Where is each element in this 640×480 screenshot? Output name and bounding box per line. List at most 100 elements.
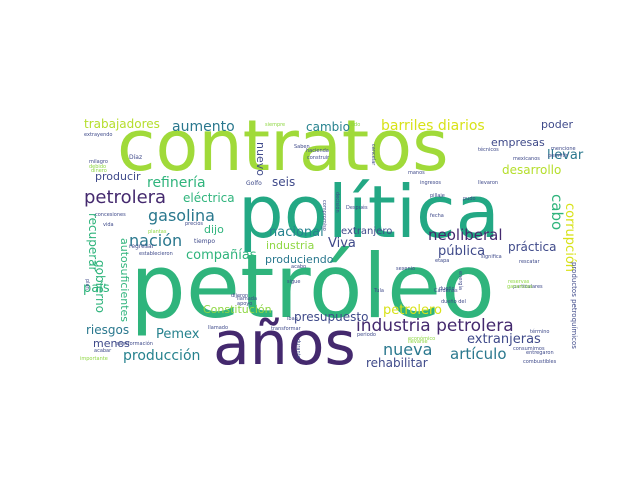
word-cancelar: cancelar: [370, 144, 376, 166]
word-ganancias: ganancias: [507, 284, 533, 290]
word-todo: todo: [349, 122, 360, 128]
word-transformacion: transformación: [115, 340, 153, 347]
word-plan: plan: [84, 279, 90, 290]
word-durante: durante: [295, 339, 301, 359]
word-produccion: producción: [123, 348, 200, 364]
word-dijo: dijo: [204, 223, 224, 236]
word-siempre: siempre: [265, 122, 285, 128]
word-petroleo: petróleo: [130, 235, 495, 338]
word-despues: Después: [346, 204, 368, 211]
word-pillaje: pillaje: [430, 193, 445, 199]
word-productos-petroquimicos: productos petroquímicos: [570, 262, 578, 349]
word-construir: construir: [307, 155, 330, 161]
word-diaz: Díaz: [129, 154, 142, 161]
word-recuperar: recuperar: [86, 213, 100, 272]
word-etapa: etapa: [435, 258, 449, 264]
word-autosuficientes: autosuficientes: [118, 238, 131, 322]
word-dueno-del: dueño del: [441, 299, 466, 305]
word-extranjeras: extranjeras: [467, 332, 541, 347]
word-empresas: empresas: [491, 136, 545, 149]
word-cabo: cabo: [548, 194, 566, 230]
word-refineria: refinería: [147, 175, 206, 191]
word-llamada: llamada: [237, 296, 257, 302]
word-importante: importante: [80, 356, 108, 362]
word-manos: manos: [408, 170, 425, 176]
word-ingresos: ingresos: [420, 180, 441, 186]
word-mexicanos: mexicanos: [513, 156, 540, 162]
word-apoyo: apoyo: [237, 301, 252, 307]
word-industria-petrolera: industria petrolera: [356, 316, 514, 336]
word-trabajadores: trabajadores: [84, 117, 160, 131]
word-tecnicos: técnicos: [478, 146, 499, 153]
word-petrolera: petrolera: [84, 187, 166, 208]
word-llevar: llevar: [547, 148, 584, 163]
word-economico: económico: [408, 335, 435, 342]
word-combustibles: combustibles: [523, 359, 557, 365]
word-electrica: eléctrica: [183, 191, 235, 205]
word-cambio: cambio: [306, 120, 350, 134]
word-llamado: llamado: [208, 325, 228, 331]
word-golfo: Golfo: [246, 180, 262, 187]
word-reservas: reservas: [508, 279, 530, 285]
word-fecha: fecha: [430, 213, 444, 219]
word-permitir: permitir: [548, 153, 569, 159]
word-regresar: regresar: [129, 243, 155, 250]
word-constitucion: Constitución: [203, 303, 272, 316]
word-contratos: contratos: [117, 105, 449, 187]
word-companias: compañías: [186, 248, 257, 263]
word-llevarse: llevarse: [408, 339, 428, 345]
word-transformar: transformar: [271, 326, 302, 332]
word-neoliberal: neoliberal: [428, 226, 503, 244]
word-gasolina: gasolina: [148, 206, 215, 225]
word-dijeron: dijeron: [231, 293, 248, 299]
word-llevaron: llevaron: [478, 180, 498, 186]
word-publica: pública: [438, 244, 485, 259]
word-mencione: mencione: [551, 146, 576, 152]
word-decision: decisión: [334, 192, 341, 213]
word-compromiso: compromiso: [321, 200, 327, 231]
word-practica: práctica: [508, 240, 557, 254]
word-rehabilitar: rehabilitar: [366, 356, 428, 370]
word-dinero: dinero: [91, 168, 107, 174]
word-termino: término: [530, 328, 550, 335]
word-sigue: sigue: [287, 279, 300, 285]
word-dueno: dueño: [439, 286, 455, 292]
word-nueva: nueva: [383, 340, 432, 359]
word-desarrollo: desarrollo: [502, 163, 561, 177]
word-anos: años: [213, 309, 356, 379]
word-saben: Saben: [294, 144, 310, 150]
word-nacion: nación: [129, 231, 182, 250]
word-acabar: acabar: [94, 348, 112, 354]
word-debido: debido: [89, 164, 106, 170]
word-energia: energía: [457, 271, 464, 290]
word-cardenas: Cárdenas: [434, 287, 458, 294]
word-petrolero: petrolero: [383, 303, 442, 318]
word-extrayendo: extrayendo: [84, 132, 112, 138]
word-entregaron: entregaron: [526, 350, 554, 356]
word-tula: Tula: [373, 288, 384, 294]
word-producir: producir: [95, 170, 141, 183]
word-hacienda: hacienda: [306, 148, 329, 154]
word-rescatar: rescatar: [519, 259, 540, 265]
word-industria: industria: [266, 239, 314, 252]
word-precios: precios: [185, 221, 203, 227]
word-consumimos: consumimos: [513, 346, 545, 352]
word-establecieron: establecieron: [139, 251, 173, 257]
word-politica: política: [238, 170, 500, 254]
word-viva: Viva: [328, 236, 356, 251]
word-acabo: acabo: [291, 264, 306, 270]
word-pais: país: [83, 281, 110, 296]
word-presupuesto: presupuesto: [294, 310, 368, 324]
word-articulo: artículo: [450, 345, 507, 363]
word-plantas: plantas: [148, 229, 167, 235]
word-barriles-diarios: barriles diarios: [381, 118, 485, 134]
word-extranjero: extranjero: [341, 226, 392, 237]
word-vida: vida: [103, 222, 114, 228]
word-nacional: nacional: [269, 225, 324, 240]
word-pudo: pudo: [463, 196, 476, 202]
word-poder: poder: [541, 118, 573, 131]
word-pemex: Pemex: [156, 327, 200, 342]
word-nuevo: nuevo: [254, 142, 267, 176]
